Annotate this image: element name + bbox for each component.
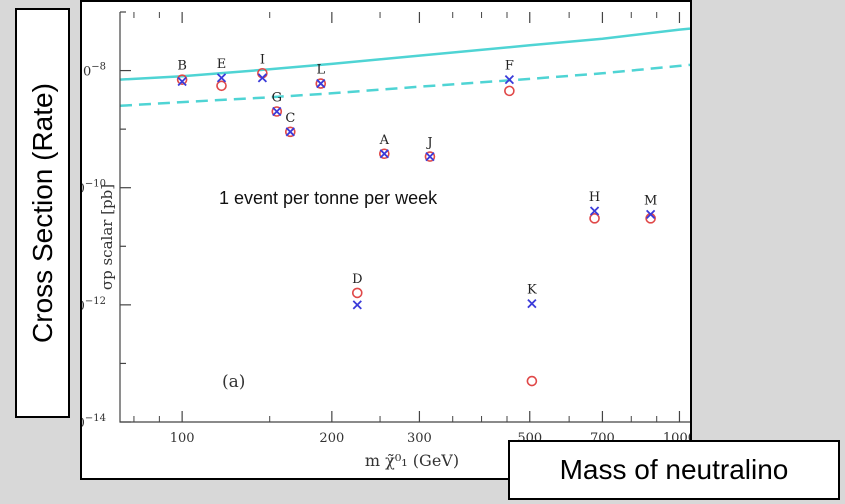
point-label: G — [272, 91, 282, 106]
x-tick-label: 300 — [407, 431, 432, 446]
circle-marker — [504, 85, 515, 97]
cross-marker — [177, 76, 187, 87]
y-axis-callout: Cross Section (Rate) — [15, 8, 70, 418]
cross-marker — [379, 149, 389, 159]
point-F: F — [504, 59, 515, 97]
circle-marker — [216, 80, 227, 92]
rate-annotation: 1 event per tonne per week — [219, 188, 438, 208]
point-J: J — [424, 136, 436, 162]
point-label: E — [217, 57, 227, 72]
scatter-chart: 100200300500700100010−810−1010−1210−14σp… — [82, 11, 690, 470]
x-axis-title: m χ̃⁰₁ (GeV) — [365, 451, 459, 470]
cross-marker — [285, 127, 295, 137]
circle-marker — [351, 287, 363, 299]
circle-marker — [424, 151, 436, 162]
cross-marker — [504, 75, 515, 85]
point-E: E — [216, 57, 227, 92]
y-tick-label: 10−8 — [82, 62, 106, 80]
cross-marker — [216, 73, 227, 83]
circle-marker — [379, 148, 390, 160]
panel-label: (a) — [222, 372, 245, 392]
y-tick-label: 10−10 — [82, 179, 106, 197]
cross-marker — [272, 106, 282, 117]
circle-marker — [526, 375, 538, 387]
point-label: M — [644, 193, 657, 208]
point-label: A — [379, 133, 390, 148]
point-label: C — [285, 111, 295, 126]
y-tick-label: 10−14 — [82, 413, 106, 431]
cross-marker — [352, 300, 362, 310]
cross-marker — [645, 209, 656, 220]
point-I: I — [257, 52, 268, 83]
circle-marker — [315, 78, 327, 89]
limit-curve-dashed — [119, 63, 690, 108]
point-label: J — [425, 136, 432, 151]
point-label: I — [260, 52, 265, 67]
point-label: B — [177, 59, 187, 74]
circle-marker — [284, 126, 296, 138]
cross-marker — [257, 73, 268, 83]
cross-marker — [589, 206, 600, 216]
x-tick-label: 100 — [170, 431, 195, 446]
x-axis-callout: Mass of neutralino — [508, 440, 840, 500]
point-label: L — [316, 63, 325, 78]
y-axis-callout-text: Cross Section (Rate) — [26, 83, 58, 343]
circle-marker — [589, 213, 600, 224]
circle-marker — [271, 106, 283, 117]
point-label: H — [589, 190, 600, 205]
circle-marker — [176, 74, 188, 85]
point-label: F — [505, 59, 514, 74]
x-tick-label: 200 — [319, 431, 344, 446]
point-B: B — [176, 59, 188, 87]
cross-marker — [527, 298, 537, 309]
point-L: L — [315, 63, 327, 89]
point-label: K — [527, 283, 537, 298]
point-H: H — [589, 190, 600, 224]
point-D: D — [351, 272, 363, 310]
cross-marker — [316, 78, 326, 89]
point-M: M — [644, 193, 657, 224]
point-C: C — [284, 111, 296, 138]
point-label: D — [352, 272, 362, 287]
limit-curve-solid — [119, 27, 690, 81]
cross-marker — [425, 151, 435, 162]
point-K: K — [526, 283, 538, 387]
y-axis-title: σp scalar [pb] — [98, 184, 116, 290]
point-A: A — [379, 133, 390, 160]
y-tick-label: 10−12 — [82, 296, 106, 314]
point-G: G — [271, 91, 283, 117]
plot-frame: 100200300500700100010−810−1010−1210−14σp… — [80, 0, 692, 480]
